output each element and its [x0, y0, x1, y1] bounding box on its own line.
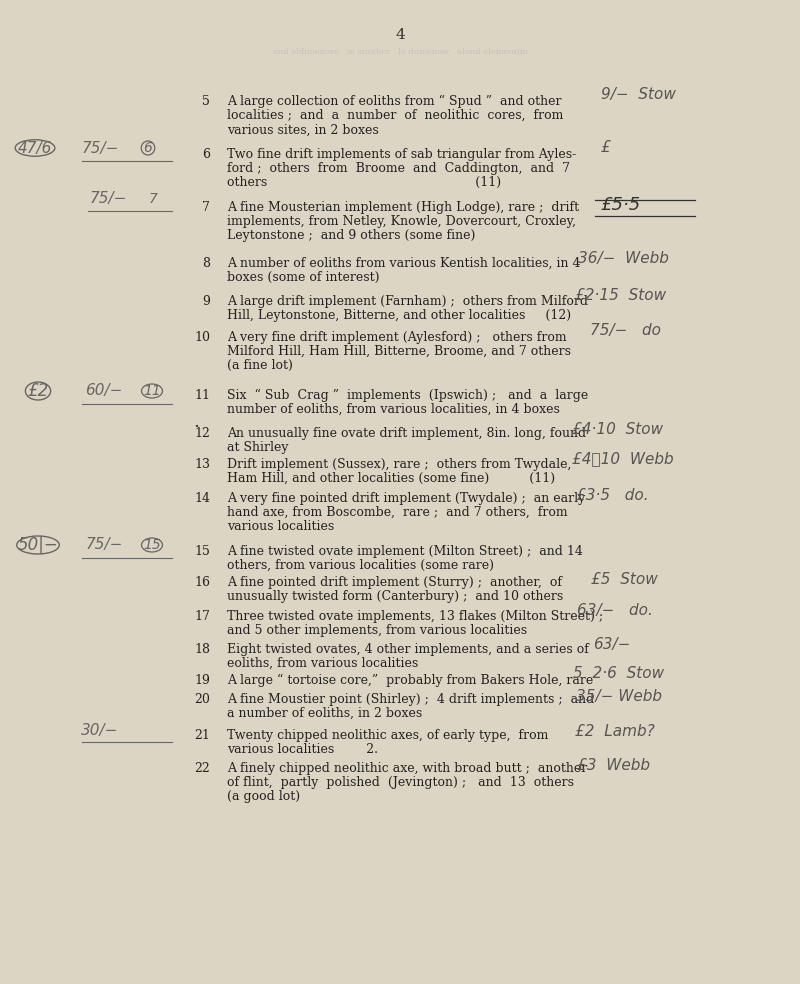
- Text: others                                                    (11): others (11): [227, 176, 501, 189]
- Text: 9: 9: [202, 295, 210, 308]
- Text: £: £: [601, 141, 610, 155]
- Text: 60/−: 60/−: [86, 384, 122, 399]
- Text: £4·10  Stow: £4·10 Stow: [572, 421, 663, 437]
- Text: 10: 10: [194, 331, 210, 344]
- Text: 35/− Webb: 35/− Webb: [576, 689, 662, 704]
- Text: 17: 17: [194, 610, 210, 623]
- Text: 11: 11: [194, 389, 210, 402]
- Text: A finely chipped neolithic axe, with broad butt ;  another: A finely chipped neolithic axe, with bro…: [227, 762, 587, 775]
- Text: Drift implement (Sussex), rare ;  others from Twydale,: Drift implement (Sussex), rare ; others …: [227, 458, 571, 471]
- Text: 7: 7: [149, 192, 158, 206]
- Text: 75/−   do: 75/− do: [590, 324, 661, 338]
- Text: 4: 4: [395, 28, 405, 42]
- Text: (a good lot): (a good lot): [227, 790, 300, 803]
- Text: £4⁲10  Webb: £4⁲10 Webb: [572, 452, 674, 466]
- Text: Ham Hill, and other localities (some fine)          (11): Ham Hill, and other localities (some fin…: [227, 472, 555, 485]
- Text: 11: 11: [143, 384, 161, 398]
- Text: Leytonstone ;  and 9 others (some fine): Leytonstone ; and 9 others (some fine): [227, 229, 475, 242]
- Text: ford ;  others  from  Broome  and  Caddington,  and  7: ford ; others from Broome and Caddington…: [227, 162, 570, 175]
- Text: 21: 21: [194, 729, 210, 742]
- Text: Eight twisted ovates, 4 other implements, and a series of: Eight twisted ovates, 4 other implements…: [227, 643, 589, 656]
- Text: 75/−: 75/−: [86, 537, 122, 552]
- Text: 16: 16: [194, 576, 210, 589]
- Text: of flint,  partly  polished  (Jevington) ;   and  13  others: of flint, partly polished (Jevington) ; …: [227, 776, 574, 789]
- Text: unusually twisted form (Canterbury) ;  and 10 others: unusually twisted form (Canterbury) ; an…: [227, 590, 563, 603]
- Text: A large drift implement (Farnham) ;  others from Milford: A large drift implement (Farnham) ; othe…: [227, 295, 588, 308]
- Text: A fine twisted ovate implement (Milton Street) ;  and 14: A fine twisted ovate implement (Milton S…: [227, 545, 583, 558]
- Text: 19: 19: [194, 674, 210, 687]
- Text: £2: £2: [27, 382, 49, 400]
- Text: A very fine pointed drift implement (Twydale) ;  an early: A very fine pointed drift implement (Twy…: [227, 492, 586, 505]
- Text: 15: 15: [194, 545, 210, 558]
- Text: £5·5: £5·5: [601, 196, 642, 214]
- Text: 6: 6: [202, 148, 210, 161]
- Text: A large “ tortoise core,”  probably from Bakers Hole, rare: A large “ tortoise core,” probably from …: [227, 674, 594, 687]
- Text: others, from various localities (some rare): others, from various localities (some ra…: [227, 559, 494, 573]
- Text: 22: 22: [194, 762, 210, 775]
- Text: 47/6: 47/6: [18, 141, 52, 155]
- Text: £5  Stow: £5 Stow: [591, 572, 658, 586]
- Text: and aldimenore   in another   la dumenow   alond elementim: and aldimenore in another la dumenow alo…: [273, 48, 527, 56]
- Text: 9/−  Stow: 9/− Stow: [601, 88, 676, 102]
- Text: 20: 20: [194, 693, 210, 706]
- Text: eoliths, from various localities: eoliths, from various localities: [227, 657, 418, 670]
- Text: 5: 5: [202, 95, 210, 108]
- Text: boxes (some of interest): boxes (some of interest): [227, 272, 379, 284]
- Text: 13: 13: [194, 458, 210, 471]
- Text: hand axe, from Boscombe,  rare ;  and 7 others,  from: hand axe, from Boscombe, rare ; and 7 ot…: [227, 506, 568, 520]
- Text: 14: 14: [194, 492, 210, 505]
- Text: A very fine drift implement (Aylesford) ;   others from: A very fine drift implement (Aylesford) …: [227, 331, 566, 344]
- Text: number of eoliths, from various localities, in 4 boxes: number of eoliths, from various localiti…: [227, 403, 560, 416]
- Text: a number of eoliths, in 2 boxes: a number of eoliths, in 2 boxes: [227, 707, 422, 720]
- Text: ·: ·: [193, 418, 199, 436]
- Text: Hill, Leytonstone, Bitterne, and other localities     (12): Hill, Leytonstone, Bitterne, and other l…: [227, 309, 571, 322]
- Text: £3  Webb: £3 Webb: [577, 758, 650, 772]
- Text: A number of eoliths from various Kentish localities, in 4: A number of eoliths from various Kentish…: [227, 257, 581, 270]
- Text: £2  Lamb?: £2 Lamb?: [575, 723, 654, 739]
- Text: 63/−   do.: 63/− do.: [577, 602, 653, 618]
- Text: 63/−: 63/−: [593, 637, 630, 651]
- Text: various localities        2.: various localities 2.: [227, 743, 378, 756]
- Text: and 5 other implements, from various localities: and 5 other implements, from various loc…: [227, 624, 527, 638]
- Text: A large collection of eoliths from “ Spud ”  and other: A large collection of eoliths from “ Spu…: [227, 95, 562, 108]
- Text: 30/−: 30/−: [82, 722, 118, 737]
- Text: £2·15  Stow: £2·15 Stow: [575, 288, 666, 303]
- Text: 18: 18: [194, 643, 210, 656]
- Text: 50|−: 50|−: [18, 536, 58, 554]
- Text: 36/−  Webb: 36/− Webb: [578, 251, 669, 266]
- Text: £3·5   do.: £3·5 do.: [576, 487, 649, 503]
- Text: A fine Moustier point (Shirley) ;  4 drift implements ;  and: A fine Moustier point (Shirley) ; 4 drif…: [227, 693, 594, 706]
- Text: 75/−: 75/−: [90, 192, 126, 207]
- Text: 12: 12: [194, 427, 210, 440]
- Text: at Shirley: at Shirley: [227, 441, 289, 455]
- Text: 8: 8: [202, 257, 210, 270]
- Text: A fine pointed drift implement (Sturry) ;  another,  of: A fine pointed drift implement (Sturry) …: [227, 576, 562, 589]
- Text: (a fine lot): (a fine lot): [227, 359, 293, 372]
- Text: Two fine drift implements of sab triangular from Ayles-: Two fine drift implements of sab triangu…: [227, 148, 576, 161]
- Text: localities ;  and  a  number  of  neolithic  cores,  from: localities ; and a number of neolithic c…: [227, 109, 563, 122]
- Text: various localities: various localities: [227, 521, 334, 533]
- Text: 7: 7: [202, 201, 210, 214]
- Text: An unusually fine ovate drift implement, 8in. long, found: An unusually fine ovate drift implement,…: [227, 427, 586, 440]
- Text: various sites, in 2 boxes: various sites, in 2 boxes: [227, 123, 378, 137]
- Text: implements, from Netley, Knowle, Dovercourt, Croxley,: implements, from Netley, Knowle, Doverco…: [227, 215, 576, 228]
- Text: Twenty chipped neolithic axes, of early type,  from: Twenty chipped neolithic axes, of early …: [227, 729, 548, 742]
- Text: Six  “ Sub  Crag ”  implements  (Ipswich) ;   and  a  large: Six “ Sub Crag ” implements (Ipswich) ; …: [227, 389, 588, 402]
- Text: Milford Hill, Ham Hill, Bitterne, Broome, and 7 others: Milford Hill, Ham Hill, Bitterne, Broome…: [227, 345, 571, 358]
- Text: 75/−: 75/−: [82, 141, 118, 155]
- Text: 5  2·6  Stow: 5 2·6 Stow: [573, 665, 664, 681]
- Text: 15: 15: [143, 538, 161, 552]
- Text: Three twisted ovate implements, 13 flakes (Milton Street) ;: Three twisted ovate implements, 13 flake…: [227, 610, 603, 623]
- Text: A fine Mousterian implement (High Lodge), rare ;  drift: A fine Mousterian implement (High Lodge)…: [227, 201, 579, 214]
- Text: 6: 6: [143, 141, 153, 155]
